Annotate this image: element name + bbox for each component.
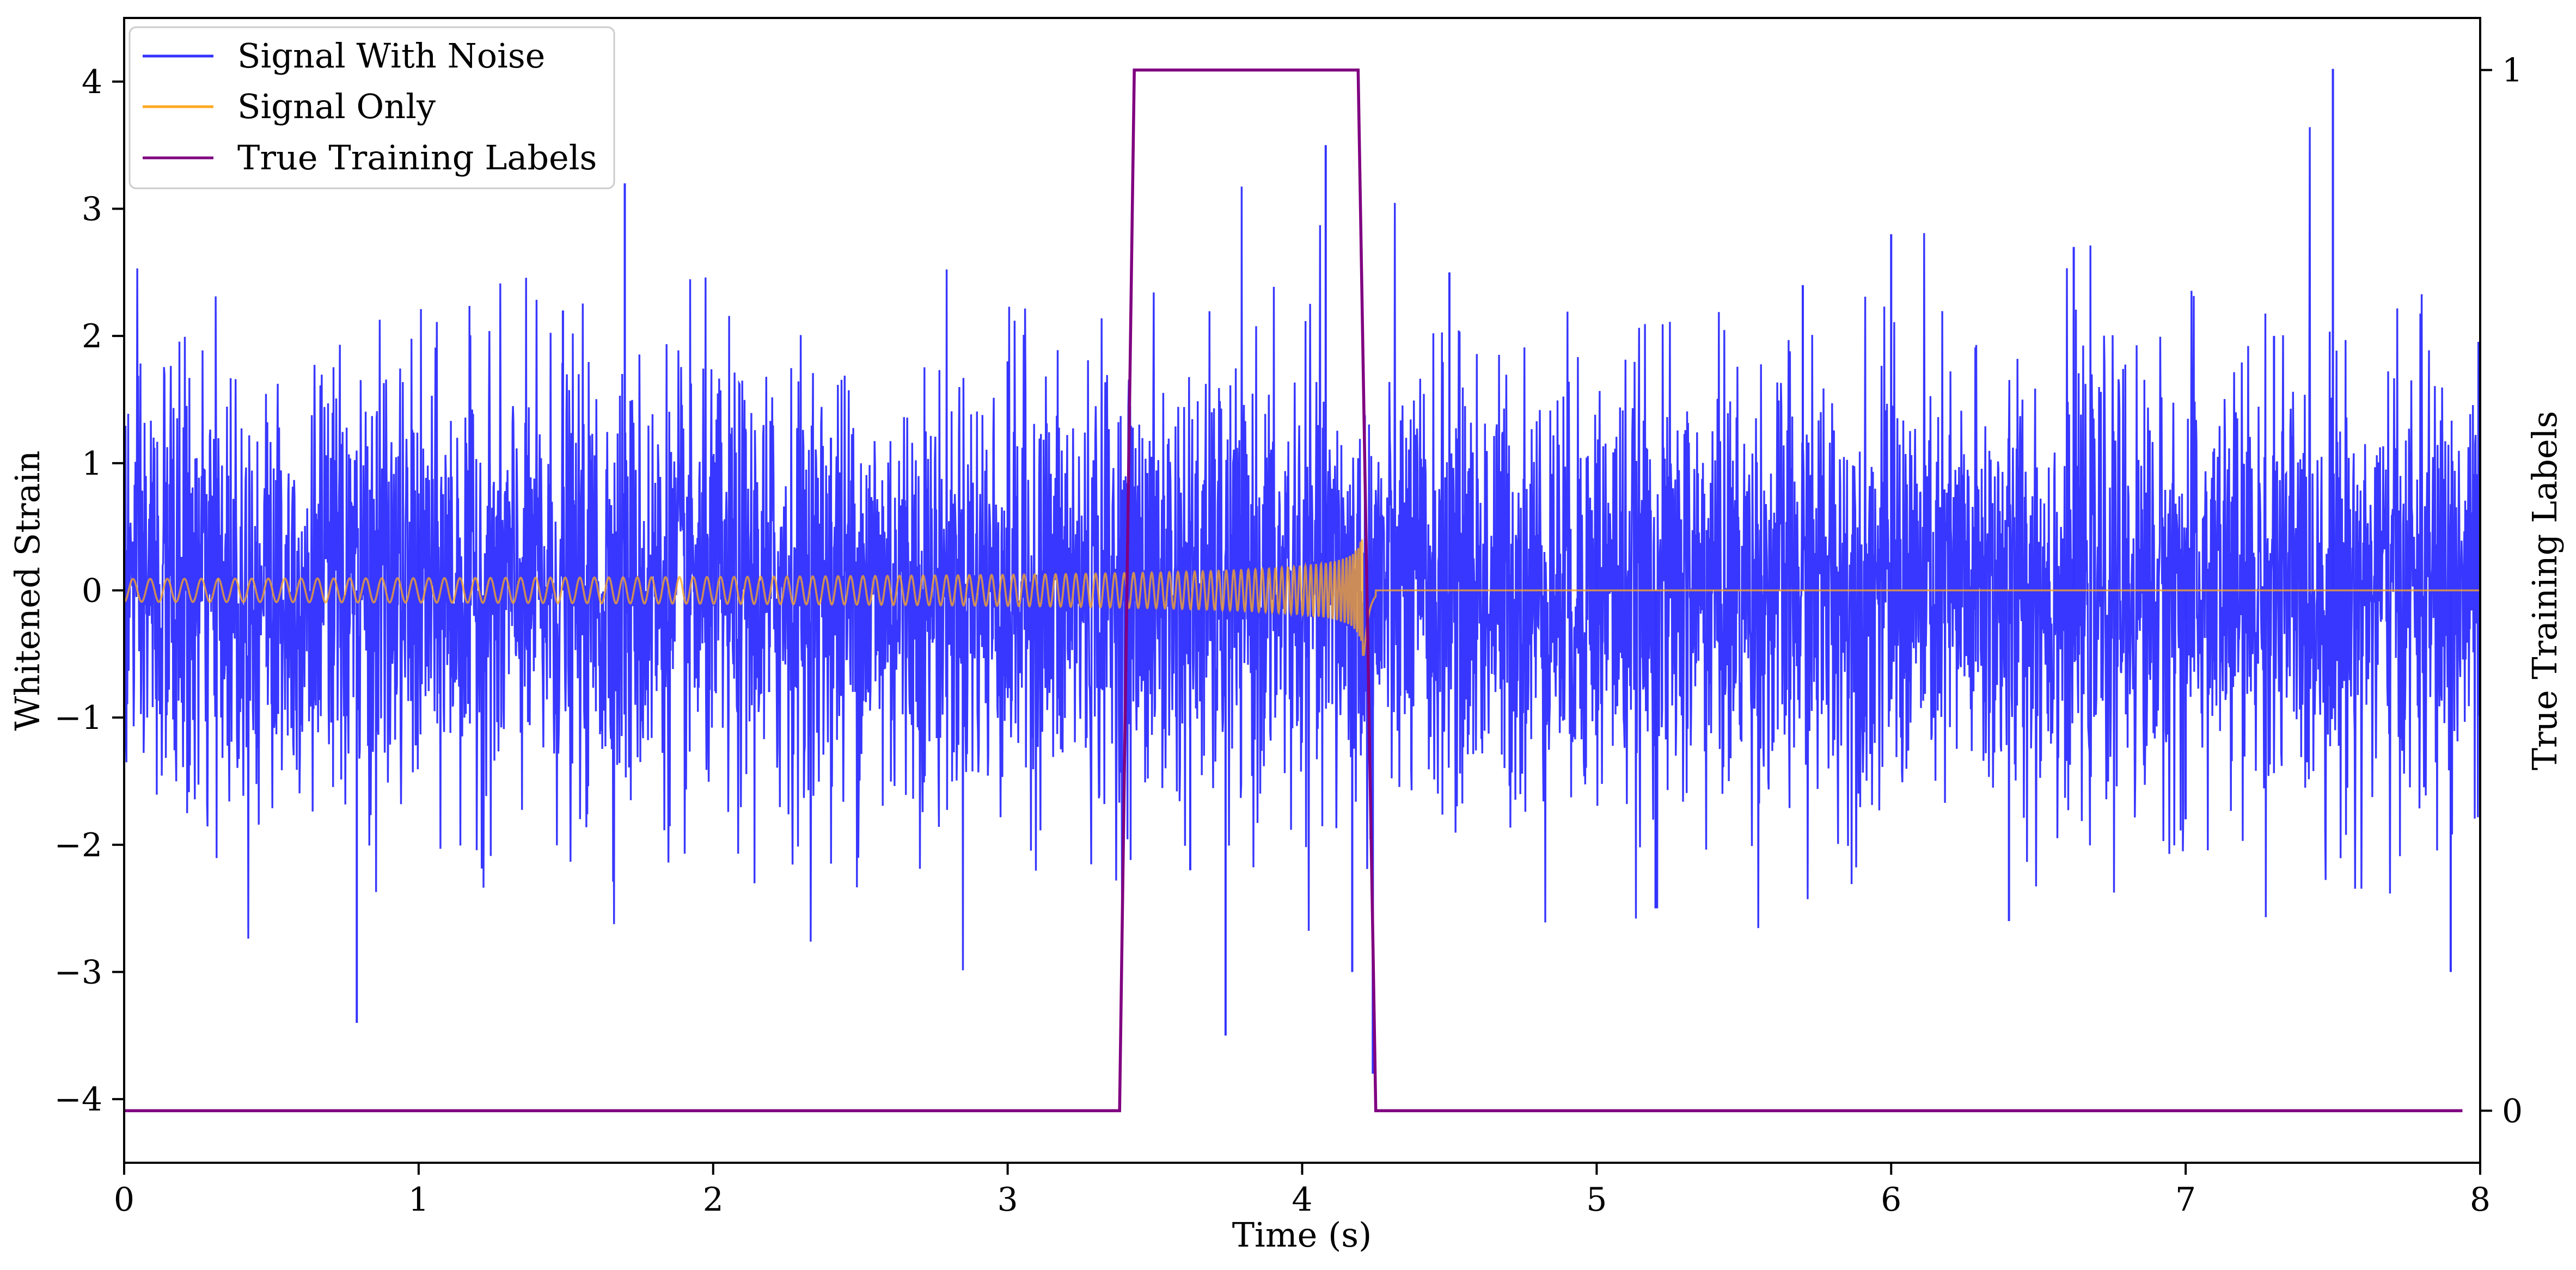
x-tick-label: 3	[998, 1181, 1018, 1219]
y2-axis-title: True Training Labels	[2525, 411, 2565, 770]
legend-box	[129, 26, 615, 189]
legend-label-signal-only: Signal Only	[237, 87, 436, 126]
true-training-labels-series	[124, 68, 2463, 1113]
legend-label-true-training-labels: True Training Labels	[237, 138, 597, 177]
signal-with-noise-line	[124, 127, 2480, 971]
y-tick-label: −4	[54, 1081, 102, 1119]
y-axis-right: 01	[2480, 52, 2523, 1130]
y-tick-label: −3	[54, 954, 102, 992]
y-tick-label: 1	[82, 445, 102, 483]
y-tick-label: 2	[82, 317, 102, 355]
x-tick-label: 5	[1586, 1181, 1607, 1219]
x-tick-label: 4	[1292, 1181, 1312, 1219]
y2-tick-label: 1	[2502, 52, 2523, 90]
legend-label-signal-with-noise: Signal With Noise	[237, 36, 545, 76]
x-axis-title: Time (s)	[1232, 1215, 1372, 1255]
y-tick-label: 3	[82, 191, 102, 229]
x-tick-label: 8	[2470, 1181, 2491, 1219]
x-tick-label: 6	[1881, 1181, 1901, 1219]
y-tick-label: −2	[54, 826, 102, 864]
signal-only-series	[124, 539, 2480, 656]
y-tick-label: 4	[82, 63, 102, 101]
y-axis-left: −4 −3 −2 −1 0 1 2 3 4	[54, 63, 124, 1119]
signal-with-noise-series	[124, 69, 2480, 1074]
x-tick-label: 2	[703, 1181, 724, 1219]
x-tick-label: 1	[408, 1181, 429, 1219]
y-tick-label: 0	[82, 572, 102, 610]
true-training-labels-line	[124, 68, 2463, 1113]
x-axis: 0 1 2 3 4 5 6 7 8	[114, 1163, 2491, 1219]
y-tick-label: −1	[54, 699, 102, 737]
x-tick-label: 0	[114, 1181, 134, 1219]
legend: Signal With Noise Signal Only True Train…	[129, 26, 615, 189]
y2-tick-label: 0	[2502, 1092, 2523, 1130]
signal-only-line	[124, 539, 2480, 656]
x-tick-label: 7	[2175, 1181, 2196, 1219]
y-axis-title: Whitened Strain	[8, 451, 47, 731]
